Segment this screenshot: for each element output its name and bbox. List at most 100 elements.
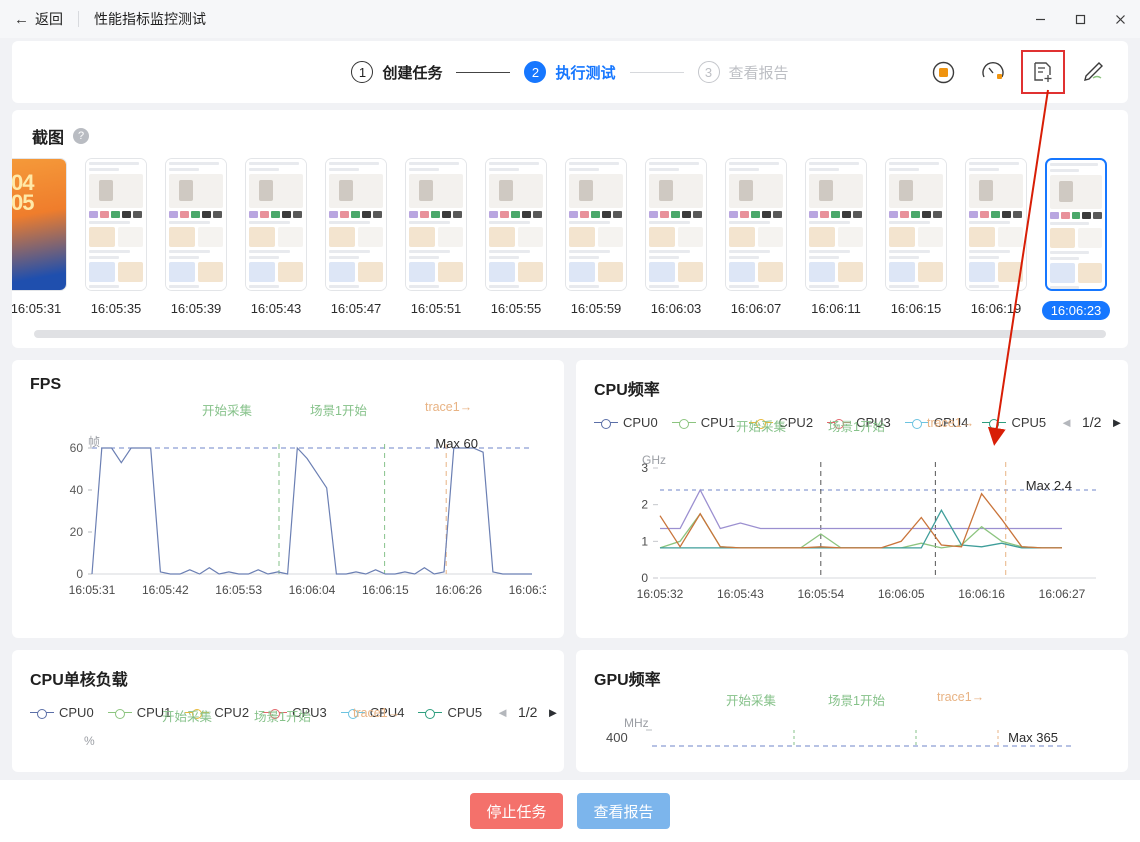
marker-trace1: trace1→	[926, 416, 975, 430]
stop-task-button[interactable]: 停止任务	[470, 793, 563, 829]
svg-text:16:05:43: 16:05:43	[717, 587, 764, 601]
legend-label: CPU1	[700, 414, 736, 430]
screenshot-thumb[interactable]: 16:06:15	[876, 158, 956, 316]
minimize-icon[interactable]	[1020, 0, 1060, 38]
screenshot-thumb[interactable]: 16:05:35	[76, 158, 156, 316]
screenshot-image[interactable]	[245, 158, 307, 291]
screenshot-image[interactable]	[485, 158, 547, 291]
screenshot-thumb[interactable]: 16:06:23	[1036, 158, 1116, 320]
screenshot-image[interactable]	[885, 158, 947, 291]
screenshot-timestamp: 16:06:03	[650, 301, 702, 316]
legend-item-cpu1[interactable]: CPU1	[107, 705, 171, 720]
legend-item-cpu0[interactable]: CPU0	[594, 415, 658, 430]
fps-marker-labels: 开始采集 场景1开始 trace1→	[202, 400, 472, 419]
legend-item-cpu1[interactable]: CPU1	[671, 414, 736, 430]
cpufreq-max-label: Max 2.4	[1025, 478, 1072, 493]
screenshot-strip[interactable]: 04 05 16:05:31 16:05:35 16:05:39	[12, 158, 1128, 320]
screenshot-scrollbar[interactable]	[34, 330, 1106, 338]
screenshot-image[interactable]	[325, 158, 387, 291]
screenshot-thumb[interactable]: 16:05:47	[316, 158, 396, 316]
chevron-right-icon[interactable]: ►	[546, 704, 560, 720]
help-icon[interactable]: ?	[73, 128, 90, 144]
edit-pencil-icon[interactable]	[1078, 57, 1108, 87]
screenshot-thumb[interactable]: 16:06:11	[796, 158, 876, 316]
page-indicator: 1/2	[518, 704, 538, 720]
legend-item-cpu4[interactable]: CPU4	[904, 414, 969, 430]
legend-item-cpu5[interactable]: CPU5	[982, 415, 1046, 430]
legend-item-cpu5[interactable]: CPU5	[418, 705, 482, 720]
add-note-icon[interactable]	[1021, 50, 1065, 94]
screenshot-thumb[interactable]: 16:05:59	[556, 158, 636, 316]
svg-text:16:05:32: 16:05:32	[637, 587, 684, 601]
svg-text:16:05:31: 16:05:31	[69, 583, 116, 597]
close-icon[interactable]	[1100, 0, 1140, 38]
marker-trace1: trace1→	[424, 400, 473, 414]
back-button[interactable]: ← 返回	[14, 9, 63, 29]
screenshot-timestamp: 16:06:11	[811, 301, 861, 316]
legend-marker-icon	[749, 417, 774, 429]
legend-pager: ◄ 1/2 ►	[1060, 414, 1123, 430]
legend-label: CPU3	[856, 414, 891, 430]
screenshot-image[interactable]	[725, 158, 787, 291]
page-indicator: 1/2	[1082, 414, 1102, 430]
legend-label: CPU2	[778, 414, 814, 430]
screenshot-image[interactable]: 04 05	[12, 158, 67, 291]
screenshot-thumb[interactable]: 16:06:03	[636, 158, 716, 316]
screenshot-thumb[interactable]: 16:05:39	[156, 158, 236, 316]
chart-title: CPU单核负载	[30, 672, 128, 689]
screenshot-image[interactable]	[645, 158, 707, 291]
screenshot-image[interactable]	[85, 158, 147, 291]
legend-label: CPU4	[933, 414, 969, 430]
legend-item-cpu2[interactable]: CPU2	[749, 415, 813, 430]
screenshot-thumb[interactable]: 16:06:19	[956, 158, 1036, 316]
chevron-left-icon[interactable]: ◄	[496, 704, 509, 720]
legend-marker-icon	[107, 707, 132, 719]
screenshot-thumb[interactable]: 16:06:07	[716, 158, 796, 316]
legend-item-cpu3[interactable]: CPU3	[827, 415, 891, 430]
svg-text:20: 20	[70, 525, 84, 539]
cpufreq-y-unit: GHz	[642, 453, 666, 467]
chevron-left-icon[interactable]: ◄	[1060, 414, 1073, 430]
marker-trace1: trace1→	[352, 706, 401, 720]
legend-marker-icon	[263, 707, 288, 719]
screenshot-timestamp: 16:06:07	[730, 301, 782, 316]
screenshot-image[interactable]	[165, 158, 227, 291]
screenshot-image[interactable]	[805, 158, 867, 291]
cpu-load-legend: CPU0 CPU1 CPU2 CPU3 CPU4 CPU5 ◄ 1/2 ►	[30, 704, 559, 720]
screenshot-image[interactable]	[965, 158, 1027, 291]
cpuload-marker-labels: 开始采集 场景1开始 trace1→	[162, 706, 400, 725]
record-icon[interactable]	[928, 57, 958, 87]
view-report-button[interactable]: 查看报告	[577, 793, 670, 829]
screenshot-thumb[interactable]: 16:05:43	[236, 158, 316, 316]
svg-text:1: 1	[641, 534, 648, 548]
fps-y-unit: 帧	[88, 435, 101, 449]
svg-text:16:06:15: 16:06:15	[362, 583, 409, 597]
legend-marker-icon	[418, 707, 443, 719]
screenshot-thumb[interactable]: 16:05:51	[396, 158, 476, 316]
screenshots-panel: 截图 ? 04 05 16:05:31 16:05:35 16:05:39	[12, 110, 1128, 348]
screenshot-timestamp: 16:05:39	[170, 301, 222, 316]
screenshot-image[interactable]	[405, 158, 467, 291]
legend-item-cpu3[interactable]: CPU3	[263, 705, 327, 720]
legend-label: CPU4	[369, 704, 405, 720]
screenshot-thumb[interactable]: 04 05 16:05:31	[12, 158, 76, 316]
legend-label: CPU3	[292, 704, 327, 720]
screenshot-image[interactable]	[565, 158, 627, 291]
gauge-icon[interactable]	[978, 57, 1008, 87]
step-create-task[interactable]: 1 创建任务	[351, 61, 442, 83]
svg-text:0: 0	[76, 567, 83, 581]
cpu-freq-line-chart: 0 1 2 3 16:05:32 16:05:43 16:05:54 16:06:05 16:0…	[637, 461, 1096, 601]
marker-scene1-start: 场景1开始	[828, 420, 885, 434]
step-run-test[interactable]: 2 执行测试	[524, 61, 616, 83]
maximize-icon[interactable]	[1060, 0, 1100, 38]
screenshot-image[interactable]	[1045, 158, 1107, 291]
chevron-right-icon[interactable]: ►	[1110, 414, 1124, 430]
legend-label: CPU5	[1011, 414, 1047, 430]
step-view-report[interactable]: 3 查看报告	[697, 61, 789, 83]
legend-item-cpu2[interactable]: CPU2	[185, 705, 249, 720]
legend-item-cpu4[interactable]: CPU4	[340, 704, 405, 720]
screenshot-thumb[interactable]: 16:05:55	[476, 158, 556, 316]
cpufreq-marker-labels: 开始采集 场景1开始 trace1→	[736, 416, 974, 435]
svg-text:16:06:26: 16:06:26	[435, 583, 482, 597]
legend-item-cpu0[interactable]: CPU0	[30, 705, 94, 720]
